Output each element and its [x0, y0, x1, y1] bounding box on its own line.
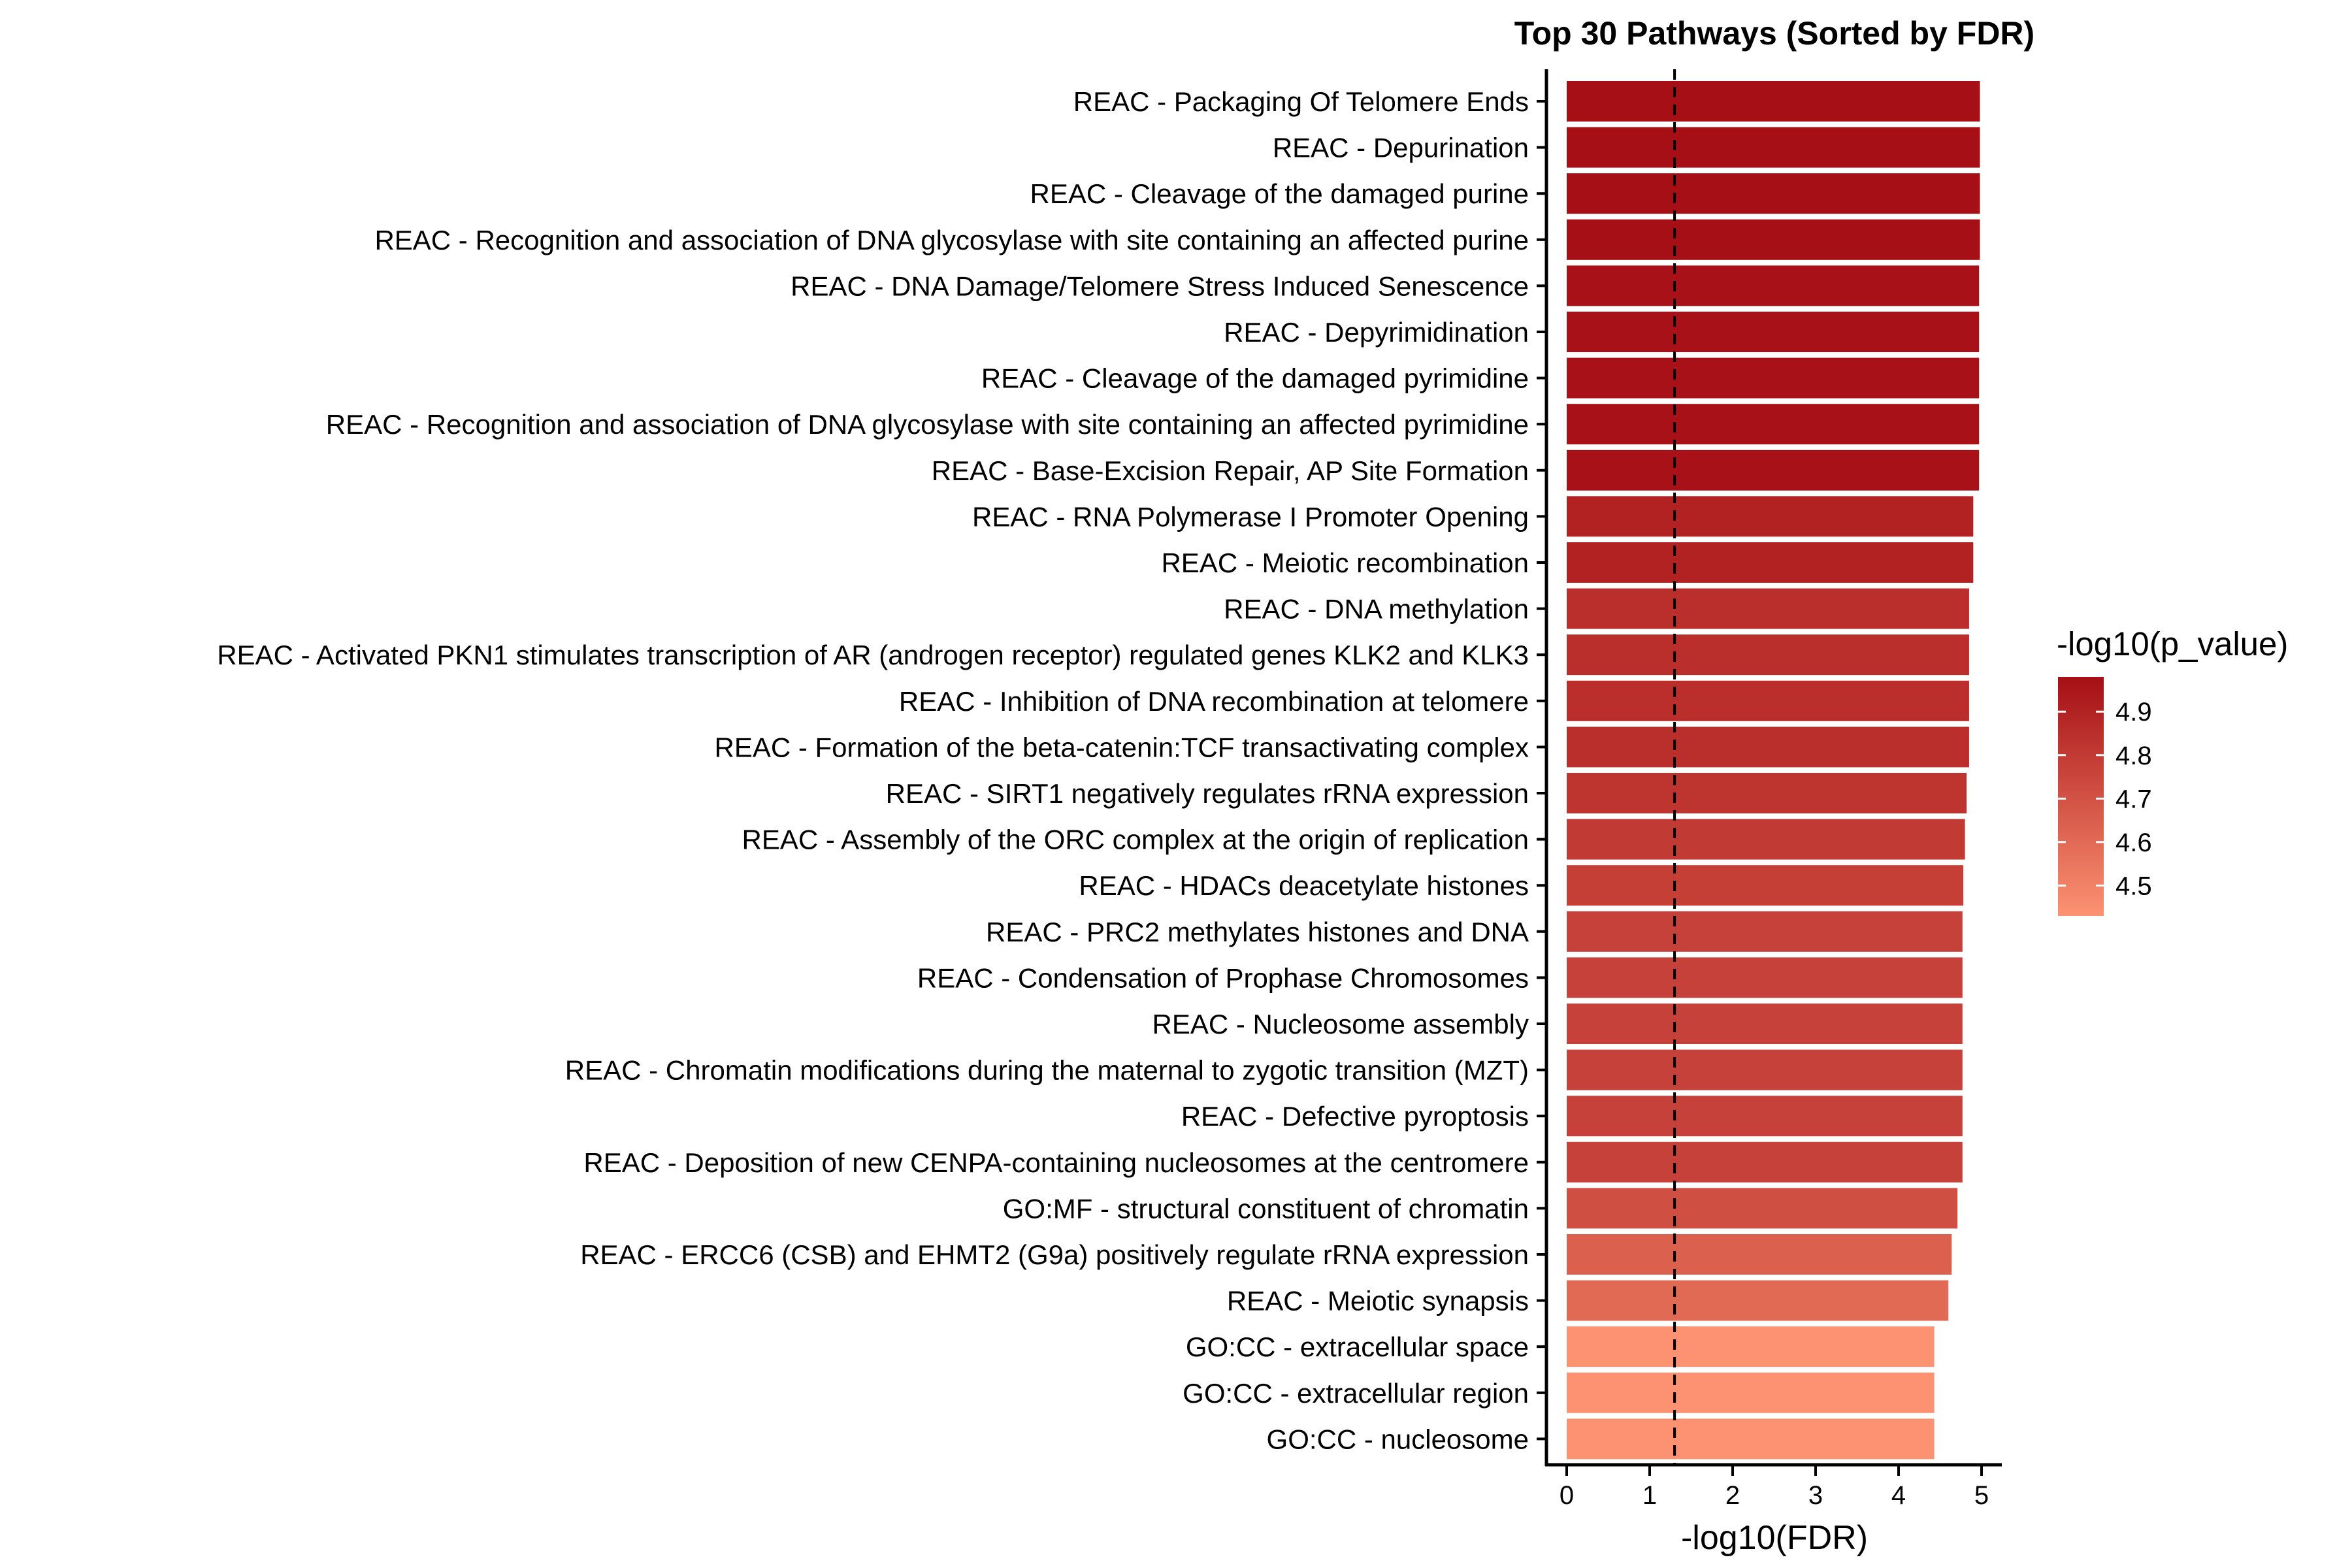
category-label: REAC - Inhibition of DNA recombination a…: [899, 686, 1529, 717]
bar: [1567, 957, 1963, 998]
bar: [1567, 127, 1980, 168]
legend-tick-label: 4.9: [2115, 698, 2152, 727]
category-label: REAC - Meiotic synapsis: [1227, 1286, 1529, 1316]
bar: [1567, 542, 1974, 583]
bar: [1567, 865, 1964, 906]
category-label: REAC - Formation of the beta-catenin:TCF…: [714, 732, 1529, 762]
bar: [1567, 773, 1967, 813]
bar: [1567, 634, 1969, 676]
category-label: REAC - Depyrimidination: [1224, 317, 1529, 348]
legend-tick-label: 4.8: [2115, 742, 2152, 770]
bar: [1567, 819, 1965, 860]
bar: [1567, 219, 1980, 260]
bar: [1567, 449, 1980, 491]
bar: [1567, 265, 1980, 306]
bar: [1567, 1372, 1935, 1413]
category-label: REAC - Cleavage of the damaged purine: [1030, 178, 1529, 209]
color-legend: -log10(p_value) 4.5 4.6 4.7 4.8 4.9: [2057, 625, 2288, 916]
category-label: REAC - Nucleosome assembly: [1152, 1009, 1529, 1039]
category-label: REAC - Deposition of new CENPA-containin…: [583, 1147, 1529, 1178]
category-label: REAC - Activated PKN1 stimulates transcr…: [217, 640, 1529, 670]
category-labels: REAC - Packaging Of Telomere Ends REAC - …: [217, 86, 1546, 1454]
x-tick-label: 4: [1891, 1481, 1906, 1510]
x-axis-ticks: 0 1 2 3 4 5: [1560, 1466, 1989, 1510]
bar: [1567, 1141, 1963, 1183]
category-label: REAC - ERCC6 (CSB) and EHMT2 (G9a) posit…: [580, 1239, 1529, 1270]
category-label: REAC - Meiotic recombination: [1161, 547, 1529, 578]
category-label: REAC - Defective pyroptosis: [1181, 1101, 1529, 1132]
category-label: REAC - Depurination: [1273, 133, 1529, 163]
legend-tick-label: 4.5: [2115, 872, 2152, 900]
category-label: GO:CC - extracellular space: [1186, 1331, 1529, 1362]
bar: [1567, 357, 1980, 399]
bar: [1567, 727, 1969, 768]
category-label: REAC - DNA methylation: [1224, 594, 1529, 625]
legend-ticks: 4.5 4.6 4.7 4.8 4.9: [2058, 698, 2152, 900]
legend-tick-label: 4.7: [2115, 785, 2152, 813]
category-label: REAC - PRC2 methylates histones and DNA: [986, 917, 1529, 947]
legend-tick-label: 4.6: [2115, 828, 2152, 857]
bar: [1567, 911, 1963, 952]
category-label: GO:MF - structural constituent of chroma…: [1003, 1193, 1529, 1224]
bar: [1567, 1096, 1963, 1137]
category-label: REAC - SIRT1 negatively regulates rRNA e…: [886, 778, 1529, 809]
bar: [1567, 1326, 1935, 1367]
chart-title: Top 30 Pathways (Sorted by FDR): [1514, 15, 2034, 52]
bar: [1567, 312, 1980, 352]
bar: [1567, 680, 1969, 721]
x-tick-label: 0: [1560, 1481, 1574, 1510]
bar: [1567, 173, 1980, 214]
category-label: REAC - Base-Excision Repair, AP Site For…: [932, 455, 1529, 486]
category-label: REAC - Chromatin modifications during th…: [565, 1055, 1529, 1086]
category-label: REAC - Cleavage of the damaged pyrimidin…: [981, 363, 1529, 394]
bar: [1567, 1188, 1958, 1229]
legend-colorbar: [2058, 677, 2104, 916]
category-label: REAC - Packaging Of Telomere Ends: [1073, 86, 1529, 117]
bar: [1567, 81, 1980, 122]
category-label: REAC - HDACs deacetylate histones: [1079, 870, 1529, 901]
x-tick-label: 5: [1974, 1481, 1989, 1510]
x-tick-label: 1: [1642, 1481, 1657, 1510]
bar: [1567, 404, 1980, 445]
bars-layer: [1567, 81, 1980, 1460]
x-axis-label: -log10(FDR): [1681, 1519, 1868, 1557]
bar: [1567, 1004, 1963, 1044]
category-label: REAC - Assembly of the ORC complex at th…: [742, 825, 1529, 855]
x-tick-label: 3: [1808, 1481, 1823, 1510]
bar: [1567, 1418, 1935, 1460]
x-tick-label: 2: [1725, 1481, 1740, 1510]
bar: [1567, 588, 1969, 629]
category-label: REAC - Condensation of Prophase Chromoso…: [917, 962, 1529, 993]
category-label: GO:CC - nucleosome: [1267, 1424, 1529, 1454]
category-label: REAC - RNA Polymerase I Promoter Opening: [972, 501, 1529, 532]
category-label: REAC - Recognition and association of DN…: [326, 409, 1529, 440]
category-label: GO:CC - extracellular region: [1183, 1378, 1529, 1409]
category-label: REAC - Recognition and association of DN…: [374, 225, 1529, 255]
legend-title: -log10(p_value): [2057, 625, 2288, 662]
category-label: REAC - DNA Damage/Telomere Stress Induce…: [791, 270, 1529, 301]
bar: [1567, 1280, 1949, 1321]
bar: [1567, 496, 1974, 537]
bar: [1567, 1234, 1952, 1275]
bar: [1567, 1049, 1963, 1090]
